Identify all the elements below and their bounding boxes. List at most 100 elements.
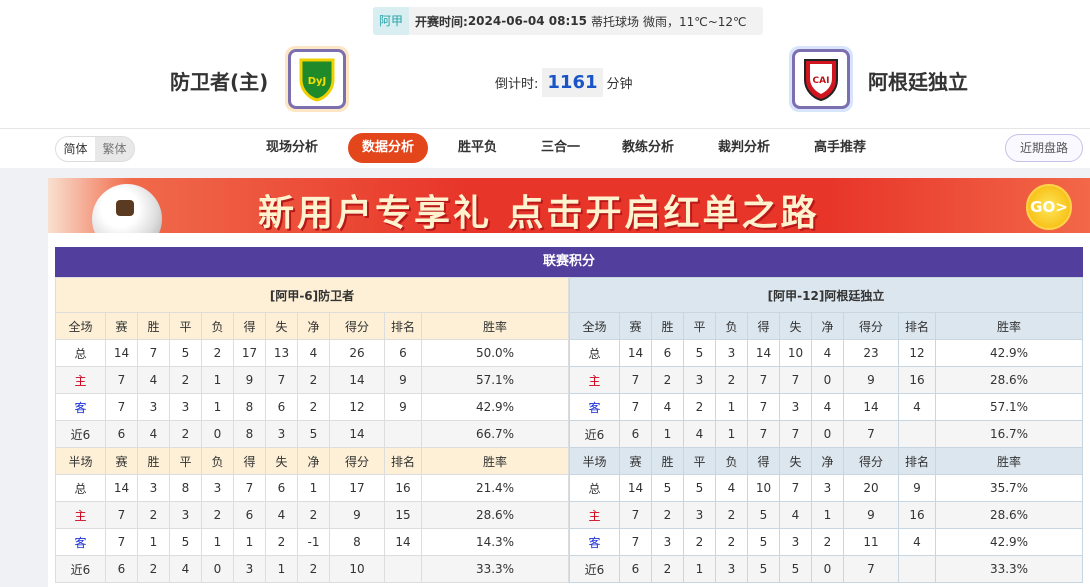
column-header: 负	[201, 312, 234, 340]
stat-cell: 2	[651, 366, 684, 394]
column-header: 净	[811, 447, 844, 475]
tab-referee-analysis[interactable]: 裁判分析	[718, 140, 771, 155]
go-coin-button[interactable]: GO>	[1026, 184, 1072, 230]
team-rank-title: [阿甲-6]防卫者	[55, 277, 569, 313]
row-label: 总	[569, 339, 620, 367]
column-header: 平	[683, 312, 716, 340]
row-label: 总	[55, 474, 106, 502]
stat-cell: 5	[683, 339, 716, 367]
weather: 微雨，11℃~12℃	[642, 14, 747, 29]
countdown-label: 倒计时:	[495, 77, 539, 92]
stat-cell: 42.9%	[935, 528, 1083, 556]
full-header-row: 全场赛胜平负得失净得分 排名 胜率	[569, 312, 1083, 340]
league-badge[interactable]: 阿甲	[373, 7, 410, 35]
column-header: 胜率	[421, 312, 569, 340]
row-label: 主	[55, 366, 106, 394]
table-row: 客 7 3 3 1 8 6 2 12 9 42.9%	[55, 393, 569, 421]
away-team-logo[interactable]: CAI	[789, 46, 853, 112]
stat-cell: 14	[843, 393, 899, 421]
row-label: 近6	[569, 420, 620, 448]
stat-cell: 14	[105, 474, 138, 502]
stat-cell: 50.0%	[421, 339, 569, 367]
column-header: 得	[747, 312, 780, 340]
row-label: 总	[55, 339, 106, 367]
table-row: 总 14 6 5 3 14 10 4 23 12 42.9%	[569, 339, 1083, 367]
stat-cell: 5	[651, 474, 684, 502]
stat-cell: 2	[651, 555, 684, 583]
stat-cell: 42.9%	[935, 339, 1083, 367]
stat-cell: 9	[843, 366, 899, 394]
stat-cell: 1	[201, 528, 234, 556]
tab-live-analysis[interactable]: 现场分析	[266, 140, 319, 155]
row-label: 主	[569, 501, 620, 529]
row-label: 总	[569, 474, 620, 502]
tab-expert-picks[interactable]: 高手推荐	[814, 140, 867, 155]
team-rank-row: [阿甲-6]防卫者	[55, 277, 569, 313]
stat-cell: 23	[843, 339, 899, 367]
tab-coach-analysis[interactable]: 教练分析	[622, 140, 675, 155]
stat-cell: 5	[169, 528, 202, 556]
stat-cell: 7	[105, 393, 138, 421]
column-header: 胜	[137, 312, 170, 340]
stat-cell: 9	[329, 501, 385, 529]
row-label: 客	[569, 393, 620, 421]
away-team-name[interactable]: 阿根廷独立	[868, 70, 968, 94]
stat-cell	[384, 420, 422, 448]
stat-cell: 2	[297, 555, 330, 583]
tab-win-draw-lose[interactable]: 胜平负	[458, 140, 498, 155]
stat-cell: 1	[715, 420, 748, 448]
stat-cell: 26	[329, 339, 385, 367]
stat-cell: 3	[651, 528, 684, 556]
stat-cell: 4	[898, 393, 936, 421]
stat-cell: 2	[715, 501, 748, 529]
stat-cell: 6	[265, 393, 298, 421]
stat-cell: 16	[898, 501, 936, 529]
column-header: 得分	[329, 312, 385, 340]
stat-cell: 1	[651, 420, 684, 448]
promo-banner[interactable]: 新用户专享礼 点击开启红单之路 GO>	[48, 178, 1090, 233]
column-header: 净	[811, 312, 844, 340]
column-header: 得	[233, 447, 266, 475]
lang-traditional[interactable]: 繁体	[102, 142, 127, 156]
stat-cell: 4	[169, 555, 202, 583]
column-header: 得分	[329, 447, 385, 475]
match-info-bar: 阿甲 开赛时间: 2024-06-04 08:15 蒂托球场 微雨，11℃~12…	[373, 7, 763, 35]
home-team-logo[interactable]: DyJ	[285, 46, 349, 112]
column-header: 负	[715, 312, 748, 340]
stat-cell: 33.3%	[421, 555, 569, 583]
soccer-ball-icon	[92, 184, 162, 233]
tab-three-in-one[interactable]: 三合一	[541, 140, 581, 155]
column-header: 排名	[898, 312, 936, 340]
stat-cell: 4	[651, 393, 684, 421]
home-team-name[interactable]: 防卫者(主)	[170, 70, 269, 94]
stat-cell: 1	[683, 555, 716, 583]
stat-cell: 9	[384, 393, 422, 421]
stat-cell: 10	[747, 474, 780, 502]
stat-cell: 16	[898, 366, 936, 394]
stat-cell: 14	[105, 339, 138, 367]
stat-cell: 7	[843, 420, 899, 448]
column-header: 胜	[137, 447, 170, 475]
row-label: 近6	[569, 555, 620, 583]
stat-cell: 14	[619, 474, 652, 502]
tab-data-analysis[interactable]: 数据分析	[348, 133, 429, 163]
column-header: 失	[779, 447, 812, 475]
stat-cell: 4	[715, 474, 748, 502]
stat-cell: 3	[683, 366, 716, 394]
column-header: 平	[169, 312, 202, 340]
stat-cell: 7	[747, 393, 780, 421]
stat-cell: 7	[619, 366, 652, 394]
lang-simplified[interactable]: 简体	[56, 137, 95, 161]
stat-cell: 4	[683, 420, 716, 448]
column-header: 得分	[843, 447, 899, 475]
column-header: 净	[297, 312, 330, 340]
row-label: 近6	[55, 420, 106, 448]
recent-odds-button[interactable]: 近期盘路	[1004, 134, 1083, 162]
stat-cell: 17	[233, 339, 266, 367]
stat-cell: 3	[715, 555, 748, 583]
stat-cell: 6	[619, 555, 652, 583]
table-row: 近6 6 2 4 0 3 1 2 10 33.3%	[55, 555, 569, 583]
stat-cell: 3	[169, 393, 202, 421]
stat-cell: 5	[683, 474, 716, 502]
stat-cell: 7	[105, 528, 138, 556]
